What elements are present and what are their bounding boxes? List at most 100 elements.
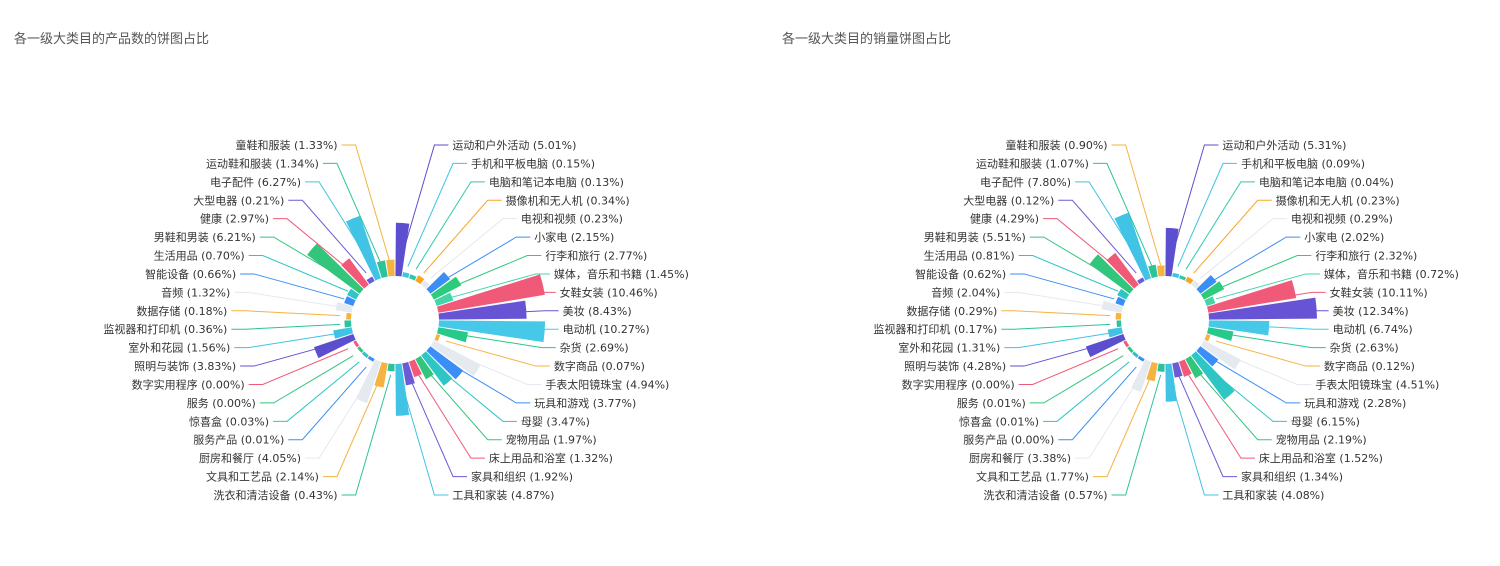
label-leader-line — [234, 332, 342, 349]
rose-sector[interactable] — [436, 274, 545, 313]
label-leader-line — [1075, 181, 1145, 270]
rose-sector[interactable] — [1127, 346, 1134, 353]
rose-sector[interactable] — [1178, 359, 1192, 377]
rose-sector[interactable] — [1123, 340, 1130, 348]
label-leader-line — [1211, 255, 1312, 292]
slice-label: 大型电器 (0.21%) — [193, 193, 284, 207]
rose-sector[interactable] — [395, 222, 410, 277]
slice-label: 手表太阳镜珠宝 (4.94%) — [545, 377, 669, 391]
rose-sector[interactable] — [1115, 312, 1122, 320]
chart-title: 各一级大类目的销量饼图占比 — [782, 32, 952, 47]
rose-sector[interactable] — [1107, 327, 1124, 338]
rose-sector[interactable] — [1208, 297, 1317, 320]
rose-sector[interactable] — [426, 346, 464, 380]
label-leader-line — [1185, 181, 1255, 270]
label-leader-line — [1018, 255, 1119, 292]
rose-sector[interactable] — [1165, 227, 1179, 277]
rose-sector[interactable] — [1204, 333, 1211, 342]
rose-sector[interactable] — [346, 312, 352, 320]
rose-sector[interactable] — [1106, 252, 1139, 289]
rose-sector[interactable] — [361, 351, 369, 359]
rose-sector[interactable] — [434, 333, 441, 342]
rose-sector[interactable] — [1148, 264, 1158, 279]
label-leader-line — [1043, 218, 1130, 279]
slice-label: 母婴 (6.15%) — [1291, 415, 1360, 428]
label-leader-line — [288, 366, 367, 441]
rose-sector[interactable] — [1172, 272, 1180, 279]
label-leader-line — [240, 340, 345, 367]
slice-label: 美妆 (8.43%) — [563, 305, 632, 318]
rose-sector[interactable] — [333, 327, 354, 339]
label-leader-line — [1111, 374, 1162, 496]
rose-sector[interactable] — [344, 296, 356, 307]
rose-sector[interactable] — [421, 351, 453, 386]
rose-sector[interactable] — [1137, 355, 1145, 362]
rose-sector[interactable] — [421, 280, 430, 289]
rose-sector[interactable] — [402, 272, 410, 279]
rose-sector[interactable] — [1114, 212, 1152, 281]
rose-sector[interactable] — [1117, 288, 1130, 300]
rose-sector[interactable] — [1157, 363, 1165, 372]
rose-sector[interactable] — [376, 260, 388, 279]
rose-sector[interactable] — [1156, 265, 1165, 277]
label-leader-line — [1043, 361, 1130, 422]
rose-sector[interactable] — [346, 215, 382, 281]
rose-sector[interactable] — [357, 346, 364, 353]
rose-sector[interactable] — [1196, 275, 1217, 294]
slice-label: 男鞋和男装 (5.51%) — [924, 230, 1026, 244]
rose-sector[interactable] — [1085, 333, 1126, 358]
rose-sector[interactable] — [1204, 296, 1216, 307]
label-leader-line — [445, 340, 550, 367]
rose-sector[interactable] — [434, 292, 454, 307]
rose-sector[interactable] — [408, 359, 422, 378]
rose-sector[interactable] — [415, 275, 425, 285]
label-leader-line — [1010, 340, 1115, 367]
rose-sector[interactable] — [1137, 277, 1145, 285]
label-leader-line — [449, 310, 559, 317]
label-leader-line — [1058, 366, 1137, 441]
label-leader-line — [305, 370, 375, 459]
rose-sector[interactable] — [367, 355, 375, 362]
label-leader-line — [445, 273, 550, 300]
rose-sector[interactable] — [1191, 280, 1200, 289]
rose-sector[interactable] — [1132, 351, 1139, 358]
rose-sector[interactable] — [313, 333, 356, 359]
rose-sector[interactable] — [1185, 276, 1194, 285]
rose-sector[interactable] — [387, 363, 395, 372]
rose-sector[interactable] — [386, 259, 395, 277]
rose-sector[interactable] — [341, 258, 369, 289]
rose-sector[interactable] — [1146, 361, 1158, 382]
rose-sector[interactable] — [436, 327, 468, 343]
rose-sector[interactable] — [395, 363, 410, 416]
slice-label: 大型电器 (0.12%) — [963, 193, 1054, 207]
label-leader-line — [1004, 291, 1112, 308]
rose-sector[interactable] — [1116, 320, 1122, 328]
rose-sector[interactable] — [430, 276, 462, 300]
rose-sector[interactable] — [1200, 340, 1241, 370]
rose-sector[interactable] — [344, 320, 352, 328]
rose-sector[interactable] — [1115, 296, 1126, 307]
slice-label: 童鞋和服装 (0.90%) — [1006, 138, 1108, 152]
slice-label: 室外和花园 (1.31%) — [898, 341, 1000, 355]
label-leader-line — [449, 323, 559, 330]
rose-sector[interactable] — [366, 276, 375, 285]
slice-label: 运动鞋和服装 (1.34%) — [206, 156, 319, 170]
label-leader-line — [273, 361, 360, 422]
rose-sector[interactable] — [355, 359, 382, 404]
rose-sector[interactable] — [438, 320, 546, 343]
rose-sector[interactable] — [307, 243, 364, 294]
label-leader-line — [415, 181, 485, 270]
rose-sector[interactable] — [1172, 361, 1183, 378]
rose-sector[interactable] — [1101, 300, 1124, 313]
rose-sector[interactable] — [1206, 280, 1297, 313]
label-leader-line — [1200, 361, 1287, 422]
rose-sector[interactable] — [1206, 327, 1234, 341]
rose-sector[interactable] — [335, 301, 354, 313]
rose-sector[interactable] — [408, 274, 417, 281]
rose-sector[interactable] — [1178, 275, 1187, 281]
rose-sector[interactable] — [402, 361, 415, 386]
rose-sector[interactable] — [347, 288, 360, 300]
label-leader-line — [1058, 199, 1137, 274]
rose-sector[interactable] — [353, 340, 360, 348]
label-leader-line — [1168, 144, 1219, 266]
